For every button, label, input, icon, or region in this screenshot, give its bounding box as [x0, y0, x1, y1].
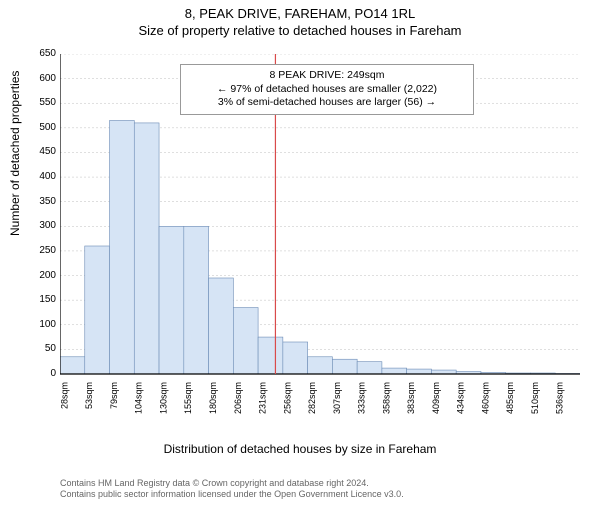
y-tick-label: 300 [26, 220, 56, 231]
x-tick-label: 155sqm [183, 382, 193, 414]
x-tick-label: 333sqm [357, 382, 367, 414]
y-tick-label: 250 [26, 245, 56, 256]
x-tick-label: 460sqm [480, 382, 490, 414]
y-tick-label: 150 [26, 294, 56, 305]
y-tick-label: 200 [26, 270, 56, 281]
x-tick-label: 28sqm [60, 382, 69, 409]
x-tick-label: 383sqm [406, 382, 416, 414]
annotation-line2: ← 97% of detached houses are smaller (2,… [187, 83, 467, 97]
x-tick-label: 79sqm [109, 382, 119, 409]
y-tick-label: 450 [26, 146, 56, 157]
y-tick-label: 550 [26, 97, 56, 108]
x-tick-label: 510sqm [530, 382, 540, 414]
x-tick-label: 206sqm [233, 382, 243, 414]
x-tick-label: 180sqm [208, 382, 218, 414]
x-tick-label: 130sqm [158, 382, 168, 414]
title-sub: Size of property relative to detached ho… [0, 23, 600, 38]
y-axis-label: Number of detached properties [8, 71, 22, 236]
y-tick-label: 350 [26, 196, 56, 207]
annotation-line3: 3% of semi-detached houses are larger (5… [187, 96, 467, 110]
y-tick-label: 100 [26, 319, 56, 330]
title-main: 8, PEAK DRIVE, FAREHAM, PO14 1RL [0, 6, 600, 21]
y-tick-label: 0 [26, 368, 56, 379]
footer-attribution: Contains HM Land Registry data © Crown c… [60, 478, 404, 501]
x-tick-label: 282sqm [307, 382, 317, 414]
y-tick-label: 600 [26, 73, 56, 84]
footer-line1: Contains HM Land Registry data © Crown c… [60, 478, 404, 489]
x-tick-label: 358sqm [381, 382, 391, 414]
x-axis-label: Distribution of detached houses by size … [0, 442, 600, 456]
y-tick-label: 650 [26, 48, 56, 59]
chart-container: 8, PEAK DRIVE, FAREHAM, PO14 1RL Size of… [0, 6, 600, 506]
footer-line2: Contains public sector information licen… [60, 489, 404, 500]
annotation-line1: 8 PEAK DRIVE: 249sqm [187, 69, 467, 83]
y-tick-label: 400 [26, 171, 56, 182]
annotation-box: 8 PEAK DRIVE: 249sqm ← 97% of detached h… [180, 64, 474, 115]
x-tick-label: 307sqm [332, 382, 342, 414]
y-tick-label: 50 [26, 343, 56, 354]
x-tick-label: 434sqm [456, 382, 466, 414]
x-tick-label: 256sqm [282, 382, 292, 414]
x-tick-label: 231sqm [258, 382, 268, 414]
y-tick-label: 500 [26, 122, 56, 133]
x-tick-label: 409sqm [431, 382, 441, 414]
x-tick-label: 536sqm [555, 382, 565, 414]
plot-area: 28sqm 53sqm 79sqm 104sqm 130sqm 155sqm 180sqm 2… [60, 54, 580, 414]
x-tick-label: 53sqm [84, 382, 94, 409]
x-tick-label: 104sqm [134, 382, 144, 414]
x-tick-label: 485sqm [505, 382, 515, 414]
